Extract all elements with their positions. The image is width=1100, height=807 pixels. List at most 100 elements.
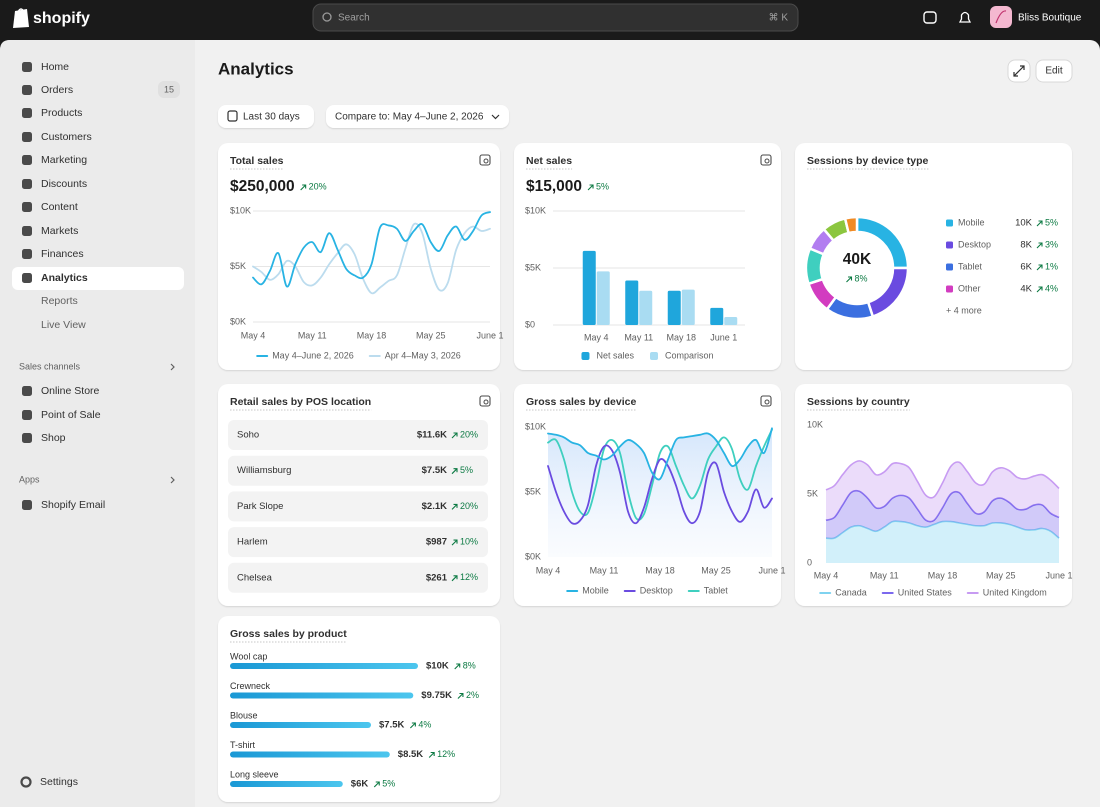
nav-subitem[interactable]: Reports [41, 295, 78, 307]
change-value: 4% [418, 719, 431, 729]
trend-up-icon [451, 468, 458, 475]
change-value: 4% [1045, 283, 1058, 293]
report-icon[interactable] [479, 154, 491, 166]
store-name: Bliss Boutique [1018, 13, 1082, 24]
nav-icon[interactable] [22, 226, 32, 236]
location-name: Soho [237, 430, 259, 441]
nav-icon[interactable] [22, 132, 32, 142]
change-value: 20% [460, 429, 478, 439]
card-title: Retail sales by POS location [230, 396, 371, 408]
nav-item[interactable]: Content [41, 201, 78, 213]
nav-section: Apps [19, 474, 40, 484]
series-line [547, 428, 773, 521]
legend-value: 8K [1020, 240, 1032, 251]
report-icon[interactable] [760, 395, 772, 407]
trend-up-icon [409, 722, 416, 729]
nav-item[interactable]: Discounts [41, 178, 87, 190]
store-avatar[interactable] [990, 6, 1012, 28]
nav-item[interactable]: Shopify Email [41, 499, 105, 511]
legend-swatch [946, 263, 953, 271]
change-value: 8% [463, 660, 476, 670]
nav-item[interactable]: Analytics [41, 272, 88, 284]
store-icon[interactable] [923, 11, 937, 24]
nav-icon [22, 410, 32, 420]
expand-icon [1013, 65, 1025, 77]
nav-icon[interactable] [22, 62, 32, 72]
nav-icon[interactable] [22, 155, 32, 165]
compare-filter[interactable] [326, 105, 509, 128]
x-tick-label: June 1 [1045, 570, 1072, 580]
x-tick-label: June 1 [710, 332, 737, 342]
legend: Canada United States United Kingdom [819, 587, 1047, 597]
sidebar [0, 40, 195, 807]
section-chevron[interactable] [170, 363, 175, 371]
search-icon [322, 12, 332, 22]
orders-badge [158, 81, 180, 98]
section-chevron[interactable] [170, 476, 175, 484]
settings-icon [20, 776, 32, 788]
notification-bell[interactable] [958, 11, 972, 23]
search-placeholder: Search [338, 13, 370, 24]
nav-item[interactable]: Settings [40, 776, 78, 788]
legend-label: Net sales [596, 350, 634, 360]
trend-up-icon [454, 663, 461, 670]
nav-item[interactable]: Finances [41, 248, 84, 260]
bar-value-label: $8.5K [398, 749, 423, 760]
bar [596, 271, 610, 325]
date-filter[interactable] [218, 105, 314, 128]
nav-item[interactable]: Customers [41, 131, 92, 143]
store-avatar-mark [995, 10, 1007, 24]
location-sales: $2.1K [422, 501, 447, 512]
nav-icon[interactable] [22, 202, 32, 212]
y-tick-label: $5K [525, 262, 541, 272]
nav-item[interactable]: Shop [41, 432, 66, 444]
change-value: 5% [1045, 217, 1058, 227]
x-tick-label: June 1 [758, 565, 785, 575]
report-icon[interactable] [479, 395, 491, 407]
brand-logo-icon [13, 9, 29, 28]
location-sales: $261 [426, 572, 448, 583]
change-value: 3% [1045, 239, 1058, 249]
area-edge [825, 460, 1060, 499]
nav-icon[interactable] [22, 273, 32, 283]
nav-item[interactable]: Products [41, 107, 82, 119]
trend-up-icon [457, 692, 464, 699]
nav-subitem[interactable]: Live View [41, 319, 86, 331]
edit-button[interactable] [1035, 59, 1073, 83]
trend-up-icon [1036, 286, 1043, 293]
legend-more[interactable]: + 4 more [946, 305, 982, 315]
card [795, 143, 1072, 370]
series-line [252, 211, 491, 288]
compare-filter-label: Compare to: May 4–June 2, 2026 [335, 112, 484, 123]
bar [710, 307, 724, 325]
change-value: 2% [466, 690, 479, 700]
nav-icon [22, 433, 32, 443]
nav-icon[interactable] [22, 249, 32, 259]
trend-up-icon [451, 432, 458, 439]
report-icon-lens [483, 158, 489, 164]
nav-item[interactable]: Point of Sale [41, 409, 101, 421]
nav-icon[interactable] [22, 179, 32, 189]
nav-item[interactable]: Orders [41, 84, 73, 96]
legend-label: Tablet [704, 585, 729, 595]
edit-label: Edit [1045, 66, 1062, 77]
change-value: 12% [460, 572, 478, 582]
nav-item[interactable]: Online Store [41, 385, 100, 397]
nav-icon[interactable] [22, 108, 32, 118]
area-fill [826, 460, 1059, 522]
x-tick-label: June 1 [476, 330, 503, 340]
report-icon[interactable] [760, 154, 772, 166]
nav-item[interactable]: Marketing [41, 154, 87, 166]
y-tick-label: $10K [525, 205, 546, 215]
search-box[interactable] [312, 3, 799, 32]
x-tick-label: May 11 [590, 565, 619, 575]
card-title: Sessions by device type [807, 155, 929, 167]
card-title: Gross sales by device [526, 396, 636, 408]
nav-icon[interactable] [22, 85, 32, 95]
x-tick-label: May 4 [536, 565, 561, 575]
nav-item[interactable]: Home [41, 61, 69, 73]
legend: Mobile Desktop Tablet [566, 585, 729, 595]
nav-item[interactable]: Markets [41, 225, 78, 237]
change-value: 1% [1045, 261, 1058, 271]
area-fill [548, 428, 772, 557]
